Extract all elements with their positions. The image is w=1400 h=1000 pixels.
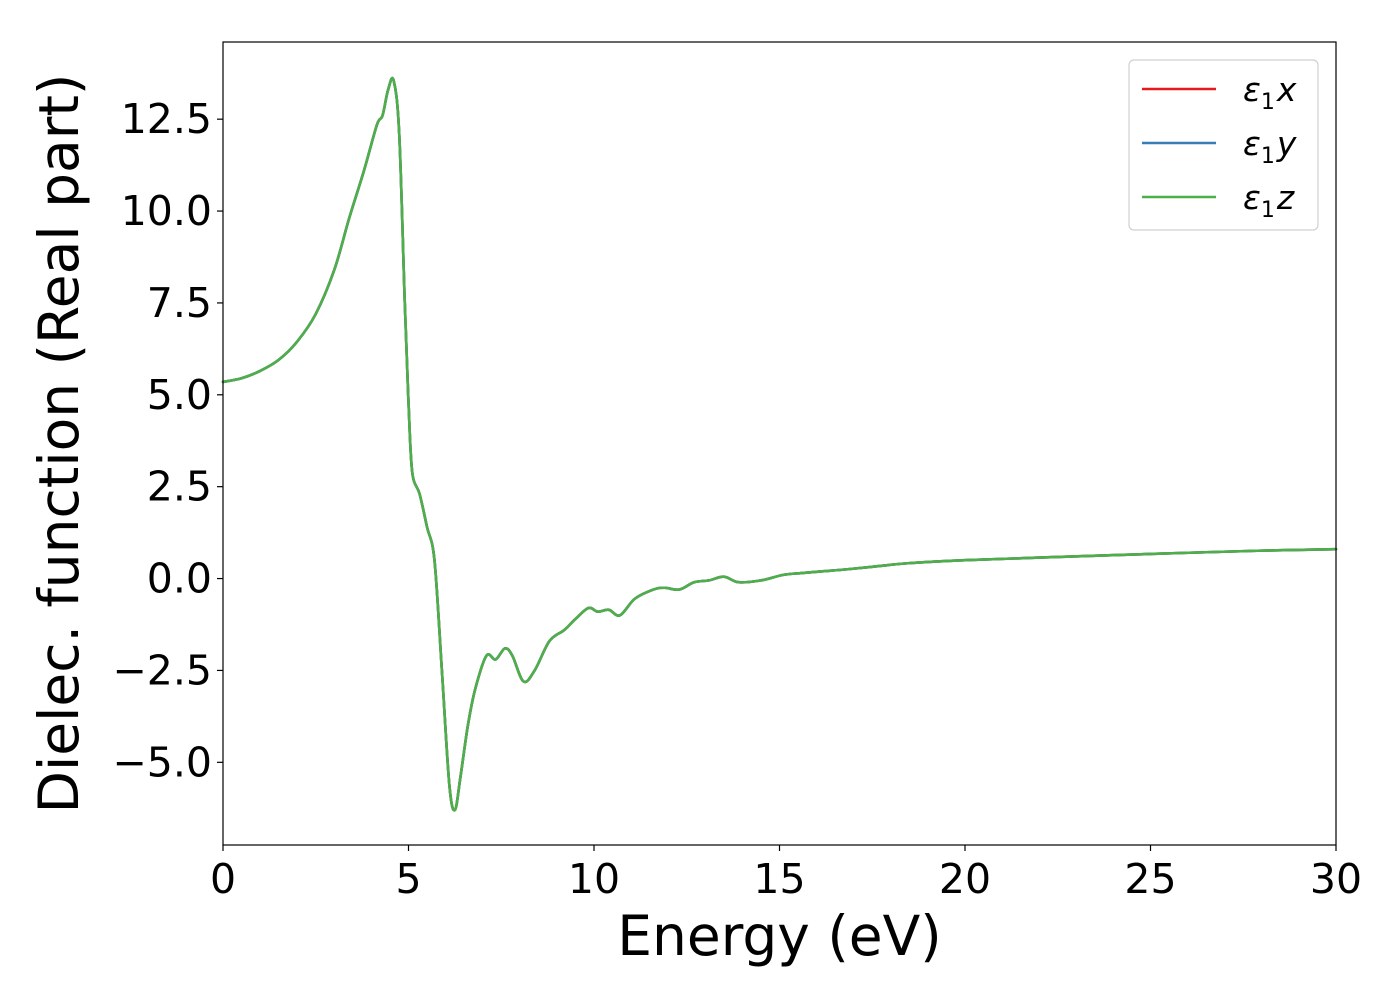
series-layer [221,76,1338,812]
series-line-z [221,76,1338,812]
x-tick-label: 20 [939,855,991,903]
legend-label-z: ε1z [1243,178,1295,223]
x-tick-label: 5 [395,855,421,903]
y-tick-label: 0.0 [147,555,212,603]
y-tick-label: 10.0 [121,187,212,235]
y-tick-label: 5.0 [147,371,212,419]
y-axis-label: Dielec. function (Real part) [27,74,91,814]
x-axis-ticks: 0 5 10 15 20 25 30 [210,845,1362,903]
x-tick-label: 15 [753,855,805,903]
x-tick-label: 30 [1310,855,1362,903]
y-tick-label: 2.5 [147,463,212,511]
y-tick-label: 7.5 [147,279,212,327]
x-axis-label: Energy (eV) [617,904,941,968]
legend: ε1x ε1y ε1z [1128,59,1319,231]
x-tick-label: 0 [210,855,236,903]
x-tick-label: 10 [568,855,620,903]
legend-label-x: ε1x [1243,70,1297,115]
y-tick-label: −5.0 [112,738,212,786]
legend-label-y: ε1y [1243,124,1297,169]
x-tick-label: 25 [1124,855,1176,903]
y-tick-label: −2.5 [112,646,212,694]
legend-box [1128,59,1319,231]
y-tick-label: 12.5 [121,95,212,143]
y-axis-ticks: −5.0 −2.5 0.0 2.5 5.0 7.5 10.0 12.5 [112,95,223,786]
